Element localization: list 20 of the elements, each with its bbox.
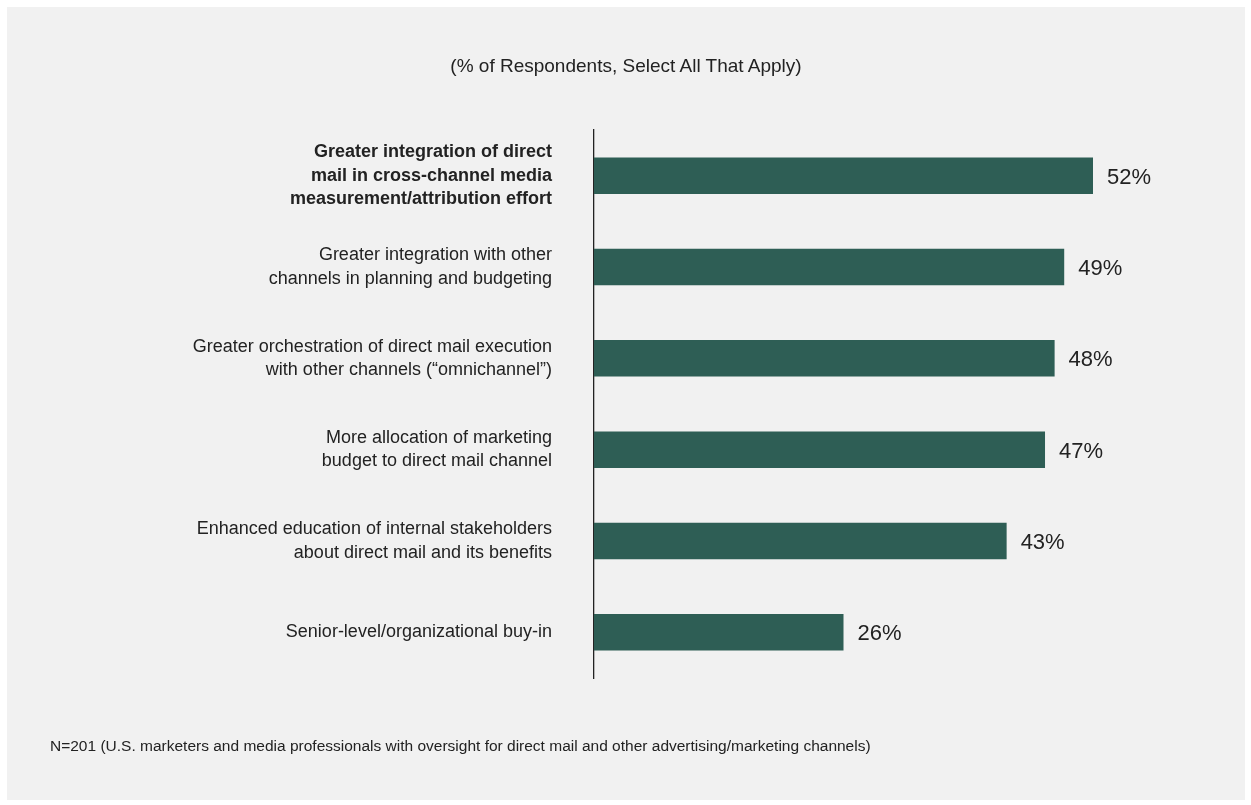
y-tick-label: Greater integration of direct mail in cross-channel media measurement/attribution effort: [289, 141, 553, 209]
y-tick-label: Senior-level/organizational buy-in: [285, 621, 552, 642]
text: N=201 (U.S. marketers and media professionals with oversight for direct mail and other advertising/marketing channels): [50, 737, 871, 755]
y-tick-label: Greater integration with other channels in planning and budgeting: [268, 244, 552, 288]
bar: [594, 431, 1046, 468]
data-label: 47%: [1059, 437, 1104, 463]
data-label: 26%: [857, 620, 902, 646]
data-label: 48%: [1068, 346, 1113, 372]
chart-title: (% of Respondents, Select All That Apply): [449, 55, 803, 77]
y-tick-label: Greater orchestration of direct mail execution with other channels (“omnichannel”): [192, 335, 552, 379]
bar: [594, 248, 1065, 286]
data-label: 49%: [1078, 255, 1123, 281]
bar: [594, 157, 1093, 194]
bar: [594, 340, 1055, 377]
bar: [594, 614, 844, 651]
data-label: 43%: [1020, 529, 1065, 555]
data-label: 52%: [1107, 163, 1152, 189]
y-tick-label: More allocation of marketing budget to direct mail channel: [321, 426, 552, 471]
bar: [594, 522, 1007, 560]
y-tick-label: Enhanced education of internal stakeholders about direct mail and its benefits: [196, 518, 552, 562]
